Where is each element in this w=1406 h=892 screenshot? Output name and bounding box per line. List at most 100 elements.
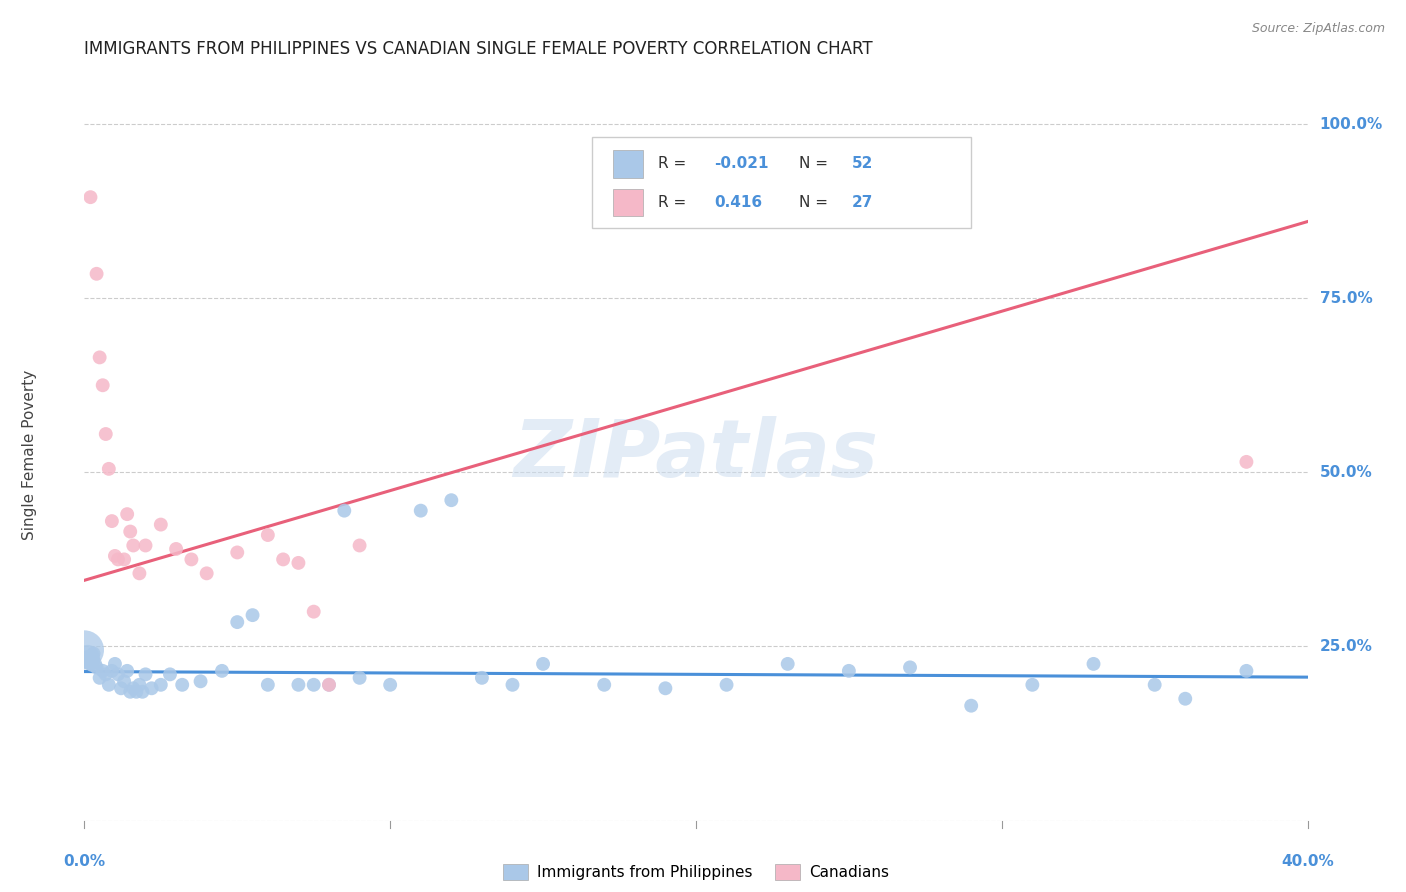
Point bbox=[149, 517, 172, 532]
Point bbox=[110, 681, 132, 696]
Point bbox=[104, 549, 127, 563]
Point bbox=[135, 667, 157, 681]
Text: 0.416: 0.416 bbox=[714, 195, 762, 211]
Point bbox=[135, 539, 157, 553]
Point bbox=[287, 678, 309, 692]
Point bbox=[226, 615, 249, 629]
Point bbox=[318, 678, 340, 692]
Point bbox=[107, 667, 129, 681]
Text: 75.0%: 75.0% bbox=[1320, 291, 1372, 306]
Text: N =: N = bbox=[799, 156, 832, 171]
Point bbox=[125, 685, 148, 699]
Text: Source: ZipAtlas.com: Source: ZipAtlas.com bbox=[1251, 22, 1385, 36]
Point bbox=[79, 653, 101, 667]
Point bbox=[1083, 657, 1105, 671]
Point bbox=[120, 524, 142, 539]
Point bbox=[593, 678, 616, 692]
Text: Single Female Poverty: Single Female Poverty bbox=[22, 370, 37, 540]
Point bbox=[211, 664, 233, 678]
Point bbox=[104, 657, 127, 671]
Point bbox=[79, 190, 101, 204]
Point bbox=[89, 351, 111, 365]
Point bbox=[1143, 678, 1166, 692]
Point bbox=[1021, 678, 1043, 692]
Text: 40.0%: 40.0% bbox=[1281, 854, 1334, 869]
Point bbox=[471, 671, 494, 685]
Point bbox=[380, 678, 402, 692]
FancyBboxPatch shape bbox=[613, 150, 644, 178]
Point bbox=[97, 462, 120, 476]
Point bbox=[101, 664, 124, 678]
Point bbox=[131, 685, 153, 699]
Text: -0.021: -0.021 bbox=[714, 156, 769, 171]
Point bbox=[128, 678, 150, 692]
FancyBboxPatch shape bbox=[592, 136, 972, 228]
Point bbox=[271, 552, 294, 566]
Point bbox=[112, 674, 135, 689]
Point bbox=[287, 556, 309, 570]
Point bbox=[349, 671, 371, 685]
Point bbox=[159, 667, 181, 681]
Text: IMMIGRANTS FROM PHILIPPINES VS CANADIAN SINGLE FEMALE POVERTY CORRELATION CHART: IMMIGRANTS FROM PHILIPPINES VS CANADIAN … bbox=[84, 40, 873, 58]
Point bbox=[120, 685, 142, 699]
Text: 27: 27 bbox=[851, 195, 873, 211]
Point bbox=[190, 674, 212, 689]
Point bbox=[83, 647, 105, 661]
Point bbox=[76, 649, 98, 664]
Point bbox=[531, 657, 554, 671]
Point bbox=[115, 664, 138, 678]
Point bbox=[333, 503, 356, 517]
Point bbox=[226, 545, 249, 559]
Point bbox=[349, 539, 371, 553]
Point bbox=[440, 493, 463, 508]
Legend: Immigrants from Philippines, Canadians: Immigrants from Philippines, Canadians bbox=[498, 858, 894, 886]
Point bbox=[960, 698, 983, 713]
Point bbox=[141, 681, 163, 696]
Point bbox=[79, 657, 101, 671]
Point bbox=[257, 528, 280, 542]
Point bbox=[115, 507, 138, 521]
Text: 50.0%: 50.0% bbox=[1320, 465, 1372, 480]
Point bbox=[1234, 455, 1257, 469]
Point bbox=[302, 605, 325, 619]
Point bbox=[91, 664, 114, 678]
Point bbox=[898, 660, 921, 674]
Point bbox=[242, 608, 264, 623]
Point bbox=[101, 514, 124, 528]
FancyBboxPatch shape bbox=[613, 189, 644, 217]
Text: 100.0%: 100.0% bbox=[1320, 117, 1384, 131]
Point bbox=[83, 657, 105, 671]
Point bbox=[165, 541, 187, 556]
Point bbox=[318, 678, 340, 692]
Text: R =: R = bbox=[658, 195, 696, 211]
Point bbox=[257, 678, 280, 692]
Point bbox=[128, 566, 150, 581]
Point bbox=[86, 267, 108, 281]
Point bbox=[776, 657, 799, 671]
Point bbox=[180, 552, 202, 566]
Point bbox=[716, 678, 738, 692]
Point bbox=[97, 678, 120, 692]
Point bbox=[172, 678, 194, 692]
Text: ZIPatlas: ZIPatlas bbox=[513, 416, 879, 494]
Text: 25.0%: 25.0% bbox=[1320, 639, 1372, 654]
Text: 52: 52 bbox=[851, 156, 873, 171]
Point bbox=[94, 427, 117, 442]
Point bbox=[838, 664, 860, 678]
Point bbox=[122, 539, 145, 553]
Text: 0.0%: 0.0% bbox=[63, 854, 105, 869]
Point bbox=[654, 681, 676, 696]
Point bbox=[86, 660, 108, 674]
Point bbox=[73, 643, 96, 657]
Point bbox=[112, 552, 135, 566]
Point bbox=[1174, 691, 1197, 706]
Point bbox=[94, 667, 117, 681]
Point bbox=[89, 671, 111, 685]
Point bbox=[76, 649, 98, 664]
Point bbox=[149, 678, 172, 692]
Point bbox=[91, 378, 114, 392]
Point bbox=[502, 678, 524, 692]
Point bbox=[409, 503, 432, 517]
Point bbox=[122, 681, 145, 696]
Text: R =: R = bbox=[658, 156, 692, 171]
